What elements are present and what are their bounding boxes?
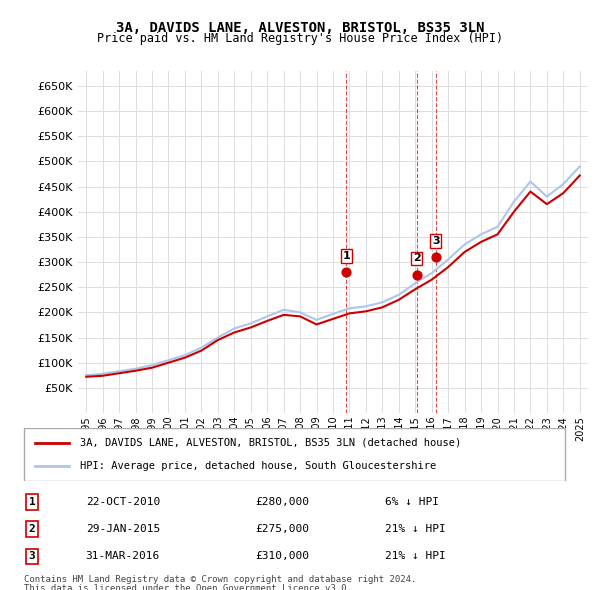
FancyBboxPatch shape bbox=[23, 428, 565, 481]
Text: £275,000: £275,000 bbox=[255, 525, 309, 534]
Text: 3A, DAVIDS LANE, ALVESTON, BRISTOL, BS35 3LN (detached house): 3A, DAVIDS LANE, ALVESTON, BRISTOL, BS35… bbox=[80, 438, 461, 448]
Text: 29-JAN-2015: 29-JAN-2015 bbox=[86, 525, 160, 534]
Text: HPI: Average price, detached house, South Gloucestershire: HPI: Average price, detached house, Sout… bbox=[80, 461, 436, 471]
Text: 3: 3 bbox=[432, 236, 440, 246]
Text: 21% ↓ HPI: 21% ↓ HPI bbox=[385, 525, 445, 534]
Point bbox=[412, 270, 421, 279]
Text: £310,000: £310,000 bbox=[255, 552, 309, 562]
Text: 2: 2 bbox=[29, 525, 35, 534]
Text: 22-OCT-2010: 22-OCT-2010 bbox=[86, 497, 160, 507]
Text: Price paid vs. HM Land Registry's House Price Index (HPI): Price paid vs. HM Land Registry's House … bbox=[97, 32, 503, 45]
Text: This data is licensed under the Open Government Licence v3.0.: This data is licensed under the Open Gov… bbox=[24, 584, 352, 590]
Text: 3: 3 bbox=[29, 552, 35, 562]
Text: 3A, DAVIDS LANE, ALVESTON, BRISTOL, BS35 3LN: 3A, DAVIDS LANE, ALVESTON, BRISTOL, BS35… bbox=[116, 21, 484, 35]
Text: Contains HM Land Registry data © Crown copyright and database right 2024.: Contains HM Land Registry data © Crown c… bbox=[24, 575, 416, 584]
Point bbox=[341, 267, 351, 277]
Text: 1: 1 bbox=[343, 251, 350, 261]
Text: £280,000: £280,000 bbox=[255, 497, 309, 507]
Text: 21% ↓ HPI: 21% ↓ HPI bbox=[385, 552, 445, 562]
Text: 1: 1 bbox=[29, 497, 35, 507]
Text: 6% ↓ HPI: 6% ↓ HPI bbox=[385, 497, 439, 507]
Point bbox=[431, 253, 440, 262]
Text: 2: 2 bbox=[413, 254, 421, 264]
Text: 31-MAR-2016: 31-MAR-2016 bbox=[86, 552, 160, 562]
